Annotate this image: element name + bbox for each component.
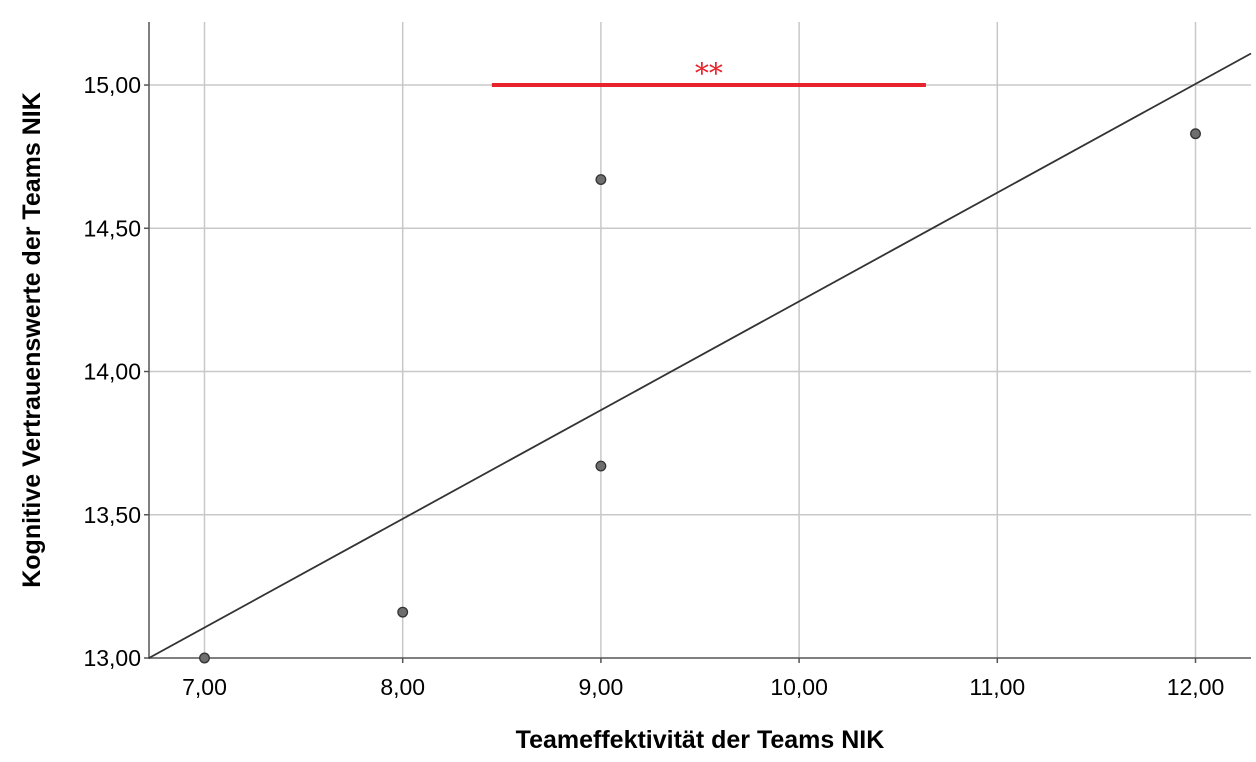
y-tick-label: 14,00	[83, 359, 141, 385]
data-point	[1190, 128, 1201, 140]
axes	[144, 22, 1251, 663]
x-tick-label: 7,00	[182, 674, 227, 700]
x-tick-label: 11,00	[969, 674, 1025, 700]
data-point	[595, 460, 607, 472]
y-axis-title: Kognitive Vertrauenswerte der Teams NIK	[18, 92, 46, 588]
y-tick-label: 13,50	[83, 502, 141, 528]
y-tick-label: 15,00	[83, 72, 141, 98]
fit-line-layer	[148, 52, 1252, 659]
x-tick-labels: 7,00 8,00 9,00 10,00 11,00 12,00	[182, 674, 1224, 700]
y-tick-label: 13,00	[83, 645, 141, 671]
grid	[149, 22, 1251, 658]
data-point	[199, 652, 210, 664]
x-tick-label: 9,00	[579, 674, 624, 700]
x-axis-title: Teameffektivität der Teams NIK	[516, 726, 885, 754]
data-points	[199, 128, 1201, 664]
data-point	[595, 174, 607, 186]
y-tick-labels: 13,00 13,50 14,00 14,50 15,00	[83, 72, 141, 671]
data-point	[397, 606, 409, 618]
x-tick-label: 8,00	[380, 674, 425, 700]
x-tick-label: 10,00	[770, 674, 828, 700]
significance-label: **	[695, 57, 723, 90]
x-tick-label: 12,00	[1167, 674, 1225, 700]
y-tick-label: 14,50	[83, 215, 141, 241]
significance-annotation: **	[491, 57, 926, 90]
fit-line	[148, 52, 1252, 659]
